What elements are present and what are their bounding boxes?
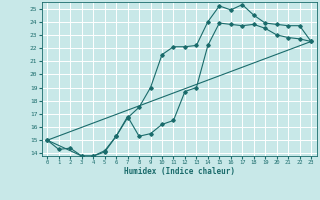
X-axis label: Humidex (Indice chaleur): Humidex (Indice chaleur): [124, 167, 235, 176]
